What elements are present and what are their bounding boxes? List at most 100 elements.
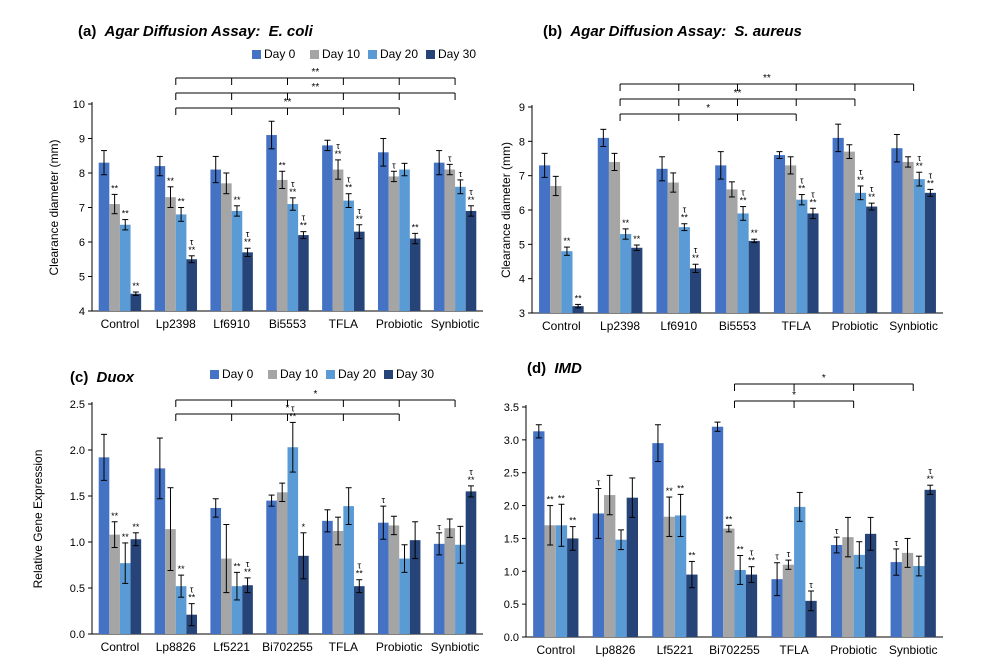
panel-d-chart: 0.0 0.5 1.0 1.5 2.0 2.5 3.0 3.5 Control Lp8826 Lf5… xyxy=(504,373,943,657)
significance-mark: ** xyxy=(927,178,935,188)
significance-mark: ** xyxy=(233,561,241,571)
bar-day-10 xyxy=(608,161,621,313)
y-tick-label: 8 xyxy=(519,136,525,148)
bar-day-20 xyxy=(287,204,299,311)
bar-day-0 xyxy=(711,426,724,637)
significance-mark: τ xyxy=(448,153,452,163)
bar-day-20 xyxy=(119,563,131,634)
bar-day-20 xyxy=(455,544,466,634)
bar-day-20 xyxy=(737,213,749,313)
bar-day-0 xyxy=(433,543,445,634)
significance-mark: ** xyxy=(345,183,353,193)
panel-b-title-organism: S. aureus xyxy=(734,23,802,40)
significance-mark: τ xyxy=(917,153,921,163)
panel-b-title-text: Agar Diffusion Assay: xyxy=(569,23,726,40)
bar-day-10 xyxy=(388,525,400,634)
significance-mark: τ xyxy=(683,205,687,215)
significance-mark: τ xyxy=(392,160,396,170)
x-category-label: Synbiotic xyxy=(889,643,938,657)
bar-day-10 xyxy=(109,534,120,634)
bar-day-0 xyxy=(592,513,605,637)
significance-mark: ** xyxy=(188,593,196,603)
bar-day-20 xyxy=(620,234,632,313)
bar-day-10 xyxy=(221,558,232,634)
bar-day-20 xyxy=(287,447,299,634)
bar-day-0 xyxy=(890,562,902,637)
significance-mark: τ xyxy=(597,477,601,487)
legend-label: Day 20 xyxy=(380,47,418,61)
significance-mark: τ xyxy=(190,585,194,595)
bar-day-20 xyxy=(913,179,925,313)
significance-mark: τ xyxy=(302,213,306,223)
bar-day-20 xyxy=(854,192,867,313)
x-category-label: Lf6910 xyxy=(660,319,697,333)
legend-swatch xyxy=(384,370,393,379)
y-tick-label: 1.5 xyxy=(504,533,519,545)
significance-mark: ** xyxy=(111,511,119,521)
bar-day-30 xyxy=(409,238,421,311)
significance-mark: τ xyxy=(870,184,874,194)
significance-mark: ** xyxy=(558,493,566,503)
bracket-label: ** xyxy=(734,88,742,99)
bar-day-0 xyxy=(210,507,222,634)
bar-day-0 xyxy=(98,457,110,634)
significance-mark: ** xyxy=(622,218,630,228)
bar-day-10 xyxy=(842,537,854,637)
bar-day-30 xyxy=(242,585,253,634)
bar-day-30 xyxy=(805,600,817,637)
bar-day-20 xyxy=(343,506,354,634)
y-tick-label: 2.0 xyxy=(70,445,85,457)
bar-day-10 xyxy=(843,151,855,313)
bar-day-10 xyxy=(165,529,176,634)
y-tick-label: 1.0 xyxy=(70,537,85,549)
legend-label: Day 30 xyxy=(396,367,434,381)
bar-day-0 xyxy=(322,145,333,311)
bar-day-30 xyxy=(689,268,702,313)
significance-mark: ** xyxy=(356,569,364,579)
y-tick-label: 0.0 xyxy=(70,629,85,641)
bar-day-0 xyxy=(154,468,166,634)
bar-day-0 xyxy=(433,162,445,311)
significance-mark: ** xyxy=(688,550,696,560)
bar-day-10 xyxy=(388,176,400,311)
panel-c-label: (c) xyxy=(70,369,88,386)
legend-swatch xyxy=(310,50,319,59)
x-category-label: Lf5221 xyxy=(213,640,250,654)
bracket-label: * xyxy=(706,103,710,114)
legend-swatch xyxy=(210,370,219,379)
comparison-bracket: * xyxy=(175,403,400,421)
significance-mark: ** xyxy=(677,483,685,493)
significance-mark: τ xyxy=(459,169,463,179)
bar-day-20 xyxy=(175,586,187,634)
panel-c-title-gene: Duox xyxy=(97,369,135,386)
significance-mark: ** xyxy=(751,228,759,238)
bracket-label: * xyxy=(313,389,317,400)
comparison-bracket: ** xyxy=(175,67,456,85)
significance-mark: τ xyxy=(469,467,473,477)
significance-mark: ** xyxy=(927,474,935,484)
y-tick-label: 3 xyxy=(519,308,525,320)
significance-mark: τ xyxy=(246,559,250,569)
significance-mark: ** xyxy=(300,221,308,231)
significance-mark: τ xyxy=(291,403,295,413)
legend-label: Day 30 xyxy=(438,47,476,61)
significance-mark: τ xyxy=(246,229,250,239)
significance-mark: ** xyxy=(178,197,186,207)
bar-day-30 xyxy=(130,539,142,634)
y-tick-label: 3.5 xyxy=(504,402,519,414)
bar-day-0 xyxy=(210,169,222,311)
y-axis-label: Relative Gene Expression xyxy=(31,450,45,589)
panel-b-chart: 3 4 5 6 7 8 9 Clearance diameter (mm) Control Lp2… xyxy=(499,73,943,333)
bar-day-30 xyxy=(866,206,878,313)
bar-day-0 xyxy=(891,148,903,313)
significance-mark: ** xyxy=(111,183,119,193)
panel-a-title-text: Agar Diffusion Assay: xyxy=(104,23,261,40)
bar-day-30 xyxy=(465,210,477,311)
legend-swatch xyxy=(252,50,261,59)
panel-a-title: (a) Agar Diffusion Assay: E. coli xyxy=(78,23,314,40)
significance-mark: ** xyxy=(681,213,689,223)
bar-day-30 xyxy=(748,240,760,313)
significance-mark: ** xyxy=(666,486,674,496)
significance-mark: τ xyxy=(929,170,933,180)
